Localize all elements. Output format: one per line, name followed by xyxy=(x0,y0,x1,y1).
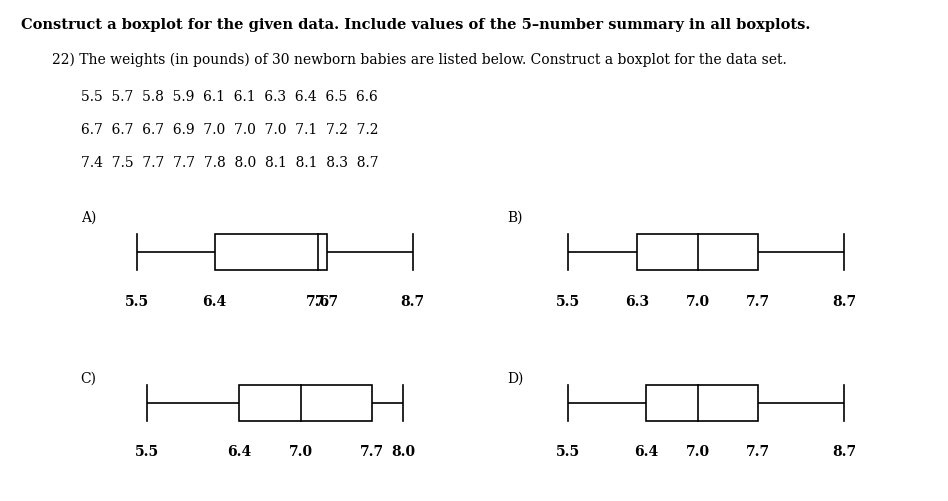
Text: A): A) xyxy=(81,210,96,224)
Text: 6.4: 6.4 xyxy=(227,444,251,458)
Text: 5.5: 5.5 xyxy=(556,294,580,308)
Text: 5.5: 5.5 xyxy=(556,444,580,458)
Text: 8.7: 8.7 xyxy=(832,444,856,458)
Text: 8.7: 8.7 xyxy=(832,294,856,308)
Text: D): D) xyxy=(507,371,523,385)
Text: B): B) xyxy=(507,210,522,224)
Text: 5.5  5.7  5.8  5.9  6.1  6.1  6.3  6.4  6.5  6.6: 5.5 5.7 5.8 5.9 6.1 6.1 6.3 6.4 6.5 6.6 xyxy=(81,90,377,104)
Text: 22) The weights (in pounds) of 30 newborn babies are listed below. Construct a b: 22) The weights (in pounds) of 30 newbor… xyxy=(52,53,787,67)
Text: Construct a boxplot for the given data. Include values of the 5–number summary i: Construct a boxplot for the given data. … xyxy=(21,18,811,32)
Text: 7.0: 7.0 xyxy=(685,444,710,458)
Text: 6.4: 6.4 xyxy=(203,294,227,308)
Text: 5.5: 5.5 xyxy=(125,294,149,308)
Text: 6.3: 6.3 xyxy=(626,294,649,308)
Text: 7.7: 7.7 xyxy=(315,294,338,308)
Text: 7.7: 7.7 xyxy=(360,444,384,458)
Bar xyxy=(637,234,758,271)
Text: 8.7: 8.7 xyxy=(401,294,425,308)
Text: 7.0: 7.0 xyxy=(685,294,710,308)
Text: 6.4: 6.4 xyxy=(634,444,658,458)
Text: 7.6: 7.6 xyxy=(306,294,330,308)
Bar xyxy=(646,385,758,421)
Bar xyxy=(214,234,327,271)
Text: 7.7: 7.7 xyxy=(746,444,770,458)
Text: 7.0: 7.0 xyxy=(288,444,313,458)
Text: 7.7: 7.7 xyxy=(746,294,770,308)
Bar xyxy=(239,385,373,421)
Text: 5.5: 5.5 xyxy=(135,444,159,458)
Text: 6.7  6.7  6.7  6.9  7.0  7.0  7.0  7.1  7.2  7.2: 6.7 6.7 6.7 6.9 7.0 7.0 7.0 7.1 7.2 7.2 xyxy=(81,123,378,137)
Text: C): C) xyxy=(81,371,97,385)
Text: 7.4  7.5  7.7  7.7  7.8  8.0  8.1  8.1  8.3  8.7: 7.4 7.5 7.7 7.7 7.8 8.0 8.1 8.1 8.3 8.7 xyxy=(81,155,378,169)
Text: 8.0: 8.0 xyxy=(391,444,415,458)
